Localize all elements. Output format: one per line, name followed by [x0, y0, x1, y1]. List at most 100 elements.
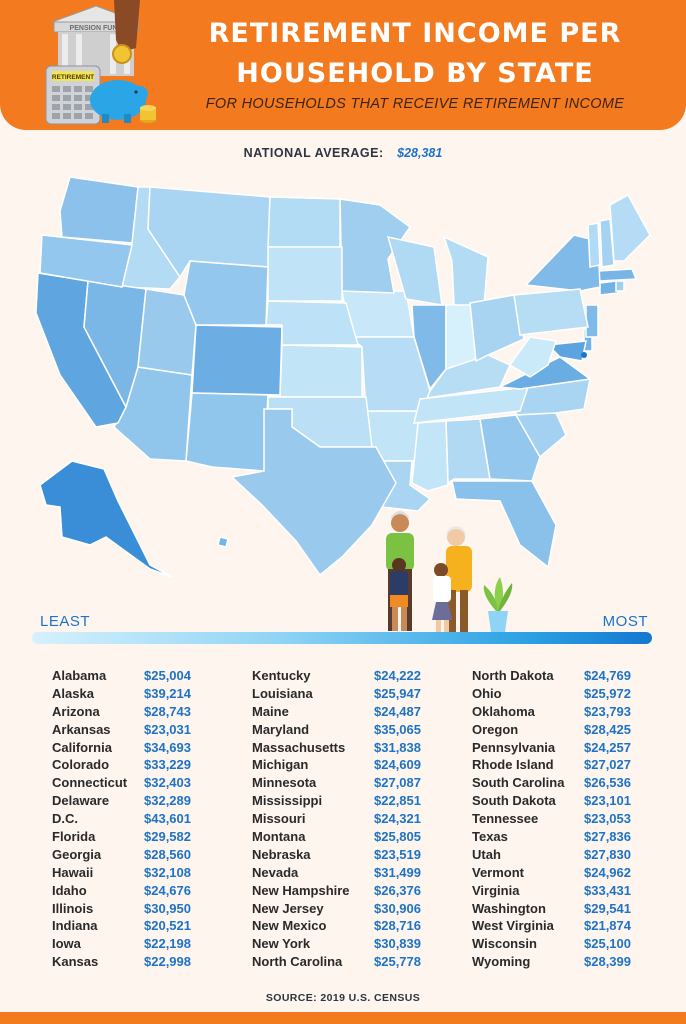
- state-name: New York: [252, 936, 311, 952]
- footer-bar: [0, 1012, 686, 1024]
- state-income-value: $28,560: [144, 846, 191, 862]
- state-income-value: $28,399: [584, 954, 631, 970]
- state-name: Utah: [472, 846, 501, 862]
- state-income-value: $34,693: [144, 739, 191, 755]
- state-income-value: $35,065: [374, 721, 421, 737]
- state-name: South Dakota: [472, 793, 556, 809]
- state-income-value: $23,793: [584, 703, 631, 719]
- state-name: Montana: [252, 829, 306, 845]
- state-income-value: $24,487: [374, 703, 421, 719]
- state-income-value: $29,582: [144, 829, 191, 845]
- scale-most-label: MOST: [602, 613, 648, 630]
- state-alaska: [39, 460, 173, 578]
- state-income-value: $28,743: [144, 703, 191, 719]
- state-south-dakota: [267, 246, 343, 302]
- state-d-c: [581, 352, 587, 358]
- state-income-value: $27,027: [584, 757, 631, 773]
- state-name: Vermont: [472, 864, 525, 880]
- state-south-carolina: [514, 412, 567, 459]
- state-income-value: $24,321: [374, 811, 421, 827]
- state-income-value: $24,962: [584, 864, 631, 880]
- source-note: SOURCE: 2019 U.S. CENSUS: [265, 992, 421, 1004]
- state-income-value: $23,053: [584, 811, 631, 827]
- state-maine: [609, 193, 651, 262]
- state-income-value: $21,874: [584, 918, 631, 934]
- state-name: Oklahoma: [472, 703, 535, 719]
- pension-fund-sign: PENSION FUND: [70, 25, 123, 32]
- state-name: North Dakota: [472, 668, 554, 683]
- color-scale-bar: [32, 632, 652, 644]
- page-title-line-1: Retirement Income Per: [208, 18, 622, 49]
- state-income-value: $29,541: [584, 900, 631, 916]
- national-average: NATIONAL AVERAGE: $28,381: [0, 146, 686, 160]
- state-income-value: $28,716: [374, 918, 421, 934]
- state-utah: [137, 288, 197, 376]
- state-kansas: [279, 344, 363, 398]
- hand-with-coin-icon: [112, 0, 140, 64]
- state-income-value: $25,947: [374, 685, 421, 701]
- state-vermont: [587, 222, 601, 268]
- state-name: Arkansas: [52, 721, 111, 737]
- state-massachusetts: [597, 268, 638, 282]
- state-income-value: $43,601: [144, 811, 191, 827]
- state-name: Ohio: [472, 685, 502, 701]
- state-income-value: $30,950: [144, 900, 191, 916]
- state-west-virginia: [508, 336, 557, 378]
- state-name: Iowa: [52, 936, 81, 952]
- state-new-mexico: [185, 392, 269, 472]
- state-name: Colorado: [52, 757, 110, 773]
- state-income-value: $24,222: [374, 668, 421, 683]
- state-name: Rhode Island: [472, 757, 554, 773]
- state-income-value: $31,838: [374, 739, 421, 755]
- calculator-icon: RETIREMENT: [45, 65, 101, 125]
- state-name: California: [52, 739, 112, 755]
- state-maryland: [546, 340, 587, 362]
- state-income-value: $22,998: [144, 954, 191, 970]
- state-income-value: $30,906: [374, 900, 421, 916]
- state-ohio: [469, 294, 525, 363]
- state-income-value: $25,778: [374, 954, 421, 970]
- state-income-value: $25,100: [584, 936, 631, 952]
- state-name: Virginia: [472, 882, 520, 898]
- state-income-value: $27,830: [584, 846, 631, 862]
- state-income-value: $33,431: [584, 882, 631, 898]
- state-name: Mississippi: [252, 793, 323, 809]
- state-name: Hawaii: [52, 864, 94, 880]
- state-income-value: $30,839: [374, 936, 421, 952]
- page-subtitle: For households that receive retirement i…: [205, 96, 625, 112]
- state-name: Louisiana: [252, 685, 313, 701]
- state-tennessee: [413, 386, 530, 424]
- grandmother-figure: [446, 526, 472, 632]
- calculator-label: RETIREMENT: [52, 74, 94, 81]
- state-income-value: $25,805: [374, 829, 421, 845]
- state-pennsylvania: [513, 288, 589, 336]
- state-name: New Jersey: [252, 900, 324, 916]
- state-rhode-island: [615, 280, 625, 292]
- page-title-line-2: Household by State: [236, 58, 594, 89]
- state-name: Wisconsin: [472, 936, 537, 952]
- scale-least-label: LEAST: [40, 613, 91, 630]
- state-name: Michigan: [252, 757, 309, 773]
- state-name: Washington: [472, 900, 546, 916]
- state-name: Idaho: [52, 882, 87, 898]
- state-florida: [451, 480, 557, 569]
- state-name: Arizona: [52, 703, 100, 719]
- state-income-value: $32,108: [144, 864, 191, 880]
- state-michigan: [442, 235, 489, 306]
- state-income-value: $39,214: [144, 685, 191, 701]
- state-name: Kentucky: [252, 668, 311, 683]
- state-connecticut: [599, 280, 619, 296]
- state-name: Massachusetts: [252, 739, 346, 755]
- state-income-value: $31,499: [374, 864, 421, 880]
- state-name: South Carolina: [472, 775, 565, 791]
- state-name: Alabama: [52, 668, 107, 683]
- state-income-value: $25,004: [144, 668, 191, 683]
- state-income-value: $22,198: [144, 936, 191, 952]
- state-income-value: $23,031: [144, 721, 191, 737]
- girl-figure: [432, 563, 452, 632]
- state-name: Texas: [472, 829, 508, 845]
- piggy-bank-icon: [90, 80, 148, 123]
- state-washington: [59, 176, 139, 244]
- state-income-value: $24,609: [374, 757, 421, 773]
- state-income-value: $22,851: [374, 793, 421, 809]
